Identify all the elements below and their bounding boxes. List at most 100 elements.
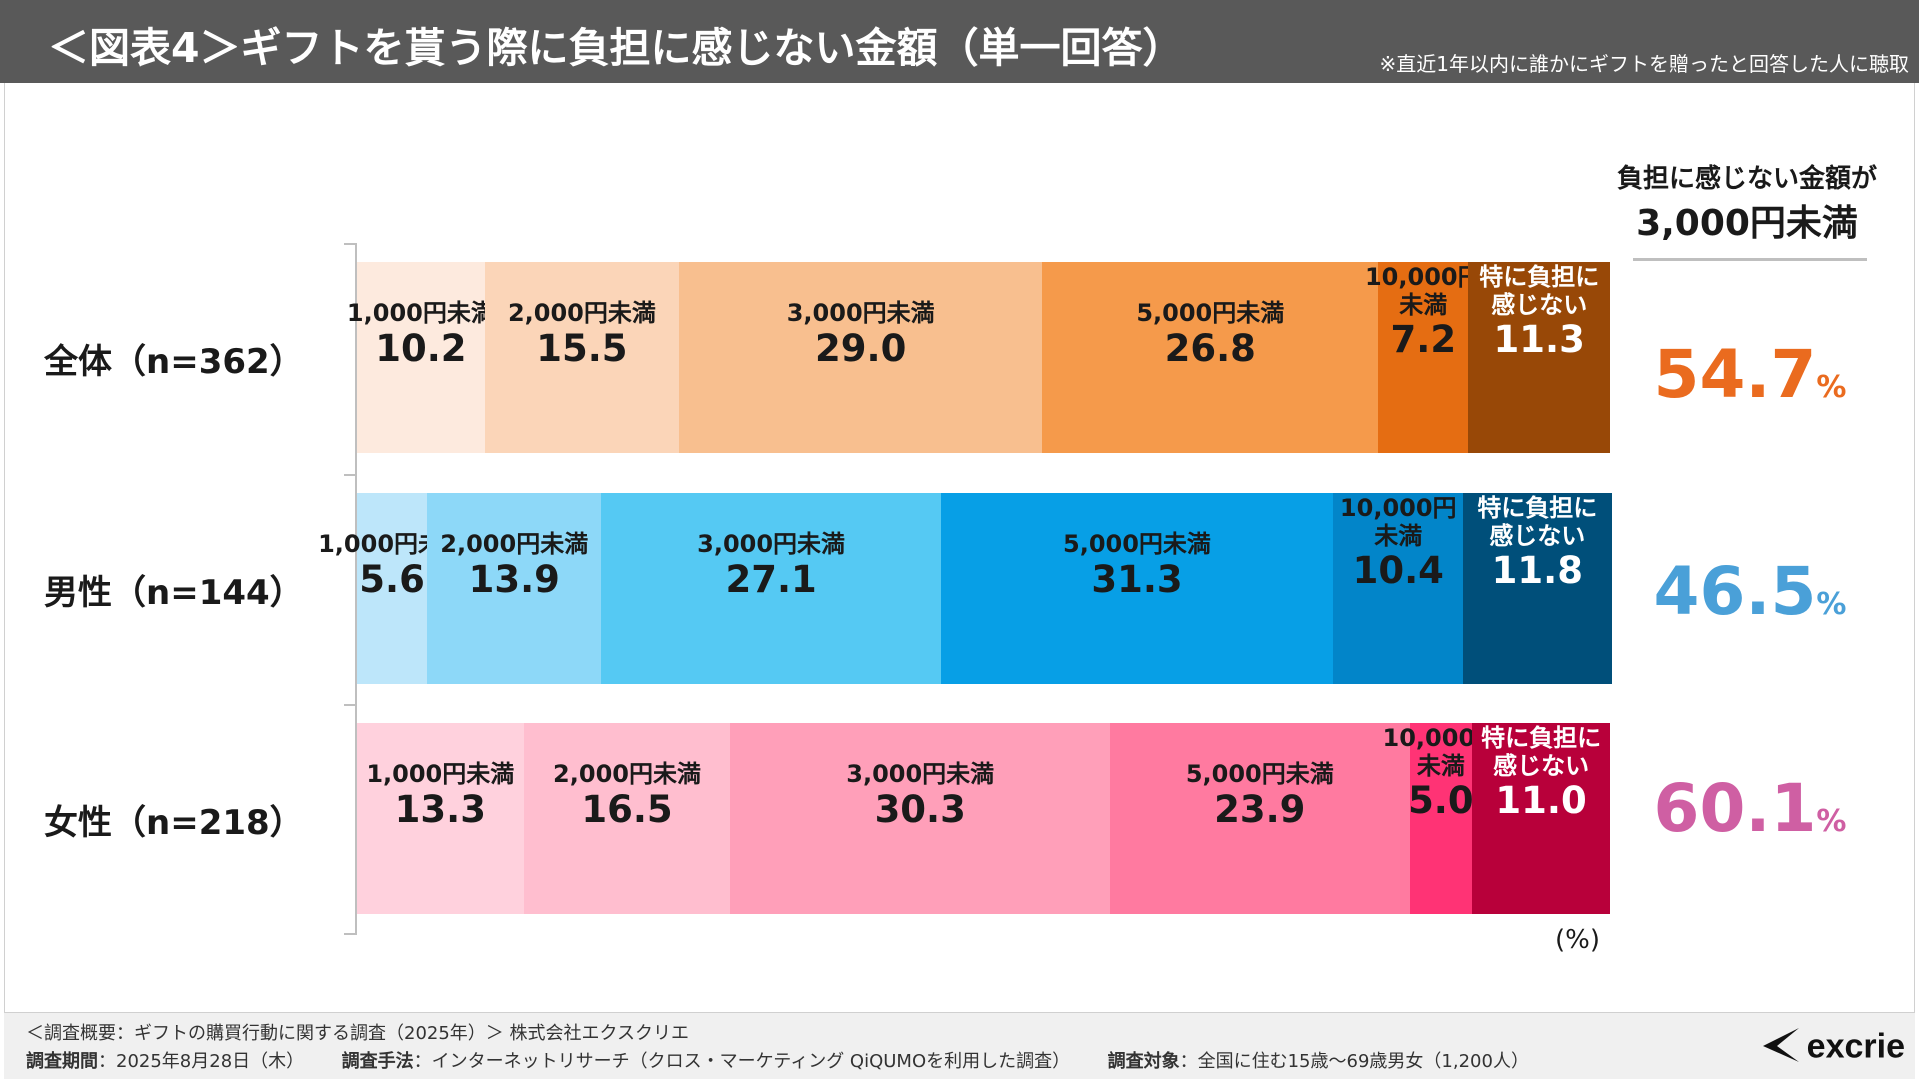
row-label: 女性（n=218） <box>44 802 304 843</box>
bar-segment <box>1468 262 1611 453</box>
segment-category-label: 2,000円未満 <box>553 760 701 788</box>
segment-label: 5,000円未満 23.9 <box>1160 760 1360 831</box>
survey-details: 調査期間：2025年8月28日（木） 調査手法：インターネットリサーチ（クロス・… <box>26 1047 1529 1073</box>
segment-label: 2,000円未満 13.9 <box>414 530 614 601</box>
segment-value-label: 30.3 <box>874 787 966 831</box>
bar-segment <box>601 493 942 684</box>
survey-period-value: ：2025年8月28日（木） <box>98 1051 305 1072</box>
segment-category-label: 1,000円未満 <box>346 299 495 327</box>
segment-label: 1,000円未満 10.2 <box>321 299 521 370</box>
segment-category-label: 特に負担に <box>1479 263 1600 291</box>
segment-category-label: 未満 <box>1399 290 1448 319</box>
segment-label: 5,000円未満 26.8 <box>1110 299 1310 370</box>
segment-category-label: 2,000円未満 <box>507 299 656 327</box>
segment-category-label: 2,000円未満 <box>440 530 589 558</box>
bar-segment <box>1333 493 1464 684</box>
segment-category-label: 感じない <box>1489 521 1586 550</box>
segment-value-label: 15.5 <box>536 326 628 370</box>
bar-segment <box>357 493 428 684</box>
bar-segment <box>1472 723 1611 914</box>
segment-category-label: 10,000円 <box>1339 494 1457 522</box>
bar-segment <box>1378 262 1469 453</box>
segment-category-label: 未満 <box>1416 751 1465 780</box>
segment-label: 3,000円未満 29.0 <box>761 299 961 370</box>
bar-segment <box>523 723 731 914</box>
segment-value-label: 13.9 <box>468 557 560 601</box>
y-axis-tick <box>344 243 355 245</box>
right-heading-line2: 3,000円未満 <box>1636 203 1858 244</box>
segment-value-label: 16.5 <box>581 787 673 831</box>
segment-value-label: 27.1 <box>725 557 817 601</box>
segment-label: 10,000円 未満 7.2 <box>1323 263 1523 362</box>
segment-category-label: 感じない <box>1493 751 1590 780</box>
bar-segment <box>1463 493 1612 684</box>
segment-category-label: 未満 <box>1374 521 1423 550</box>
segment-value-label: 13.3 <box>394 787 486 831</box>
bar-segment <box>1110 723 1410 914</box>
segment-value-label: 11.3 <box>1493 318 1585 362</box>
segment-value-label: 26.8 <box>1164 326 1256 370</box>
survey-method-value: ：インターネットリサーチ（クロス・マーケティング QiQUMOを利用した調査） <box>413 1051 1071 1072</box>
share-unit: % <box>1816 370 1847 405</box>
share-under-3000-male: 46.5% <box>1620 553 1880 630</box>
survey-target-label: 調査対象 <box>1107 1051 1180 1072</box>
share-value: 54.7 <box>1653 336 1817 413</box>
y-axis-line <box>355 243 357 935</box>
segment-value-label: 10.4 <box>1352 549 1444 593</box>
bar-segment <box>1409 723 1473 914</box>
share-under-3000-total: 54.7% <box>1620 336 1880 413</box>
segment-label: 2,000円未満 16.5 <box>527 760 727 831</box>
segment-category-label: 3,000円未満 <box>786 299 935 327</box>
excrie-logo-icon <box>1759 1024 1803 1073</box>
page-title: ＜図表4＞ギフトを貰う際に負担に感じない金額（単一回答） <box>48 24 1184 72</box>
logo-text: excrie <box>1806 1027 1905 1066</box>
segment-category-label: 1,000円未満 <box>366 760 515 788</box>
segment-value-label: 11.0 <box>1495 779 1587 823</box>
segment-label: 特に負担に 感じない 11.3 <box>1439 263 1639 362</box>
segment-category-label: 5,000円未満 <box>1063 530 1211 558</box>
segment-value-label: 23.9 <box>1214 787 1306 831</box>
segment-category-label: 特に負担に <box>1481 724 1602 752</box>
segment-label: 10,000円 未満 10.4 <box>1298 494 1498 593</box>
percent-unit-label: (%) <box>1555 925 1600 955</box>
bar-segment <box>940 493 1334 684</box>
right-heading-divider <box>1633 258 1867 261</box>
bar-segment <box>357 723 525 914</box>
header-bar: ＜図表4＞ギフトを貰う際に負担に感じない金額（単一回答） ※直近1年以内に誰かに… <box>0 0 1919 83</box>
segment-category-label: 特に負担に <box>1477 494 1598 522</box>
bar-segment <box>730 723 1111 914</box>
share-value: 46.5 <box>1653 553 1817 630</box>
segment-label: 特に負担に 感じない 11.8 <box>1437 494 1637 593</box>
bar-segment <box>357 262 486 453</box>
company-logo: excrie <box>1759 1024 1905 1073</box>
segment-category-label: 10,000円 <box>1364 263 1482 291</box>
segment-label: 1,000円未満 13.3 <box>340 760 540 831</box>
share-value: 60.1 <box>1653 770 1817 847</box>
row-label: 男性（n=144） <box>44 572 304 613</box>
survey-overview: ＜調査概要：ギフトの購買行動に関する調査（2025年）＞ 株式会社エクスクリエ <box>26 1023 689 1044</box>
segment-label: 特に負担に 感じない 11.0 <box>1441 724 1641 823</box>
share-unit: % <box>1816 804 1847 839</box>
segment-label: 2,000円未満 15.5 <box>482 299 682 370</box>
segment-value-label: 11.8 <box>1491 549 1583 593</box>
y-axis-tick <box>344 933 355 935</box>
segment-category-label: 5,000円未満 <box>1136 299 1285 327</box>
chart-frame <box>4 83 1915 1013</box>
bar-segment <box>1042 262 1379 453</box>
bar-segment <box>427 493 602 684</box>
segment-category-label: 3,000円未満 <box>846 760 995 788</box>
segment-value-label: 5.0 <box>1408 779 1474 823</box>
segment-label: 5,000円未満 31.3 <box>1037 530 1237 601</box>
right-heading-line1: 負担に感じない金額が <box>1616 164 1877 194</box>
row-label: 全体（n=362） <box>44 341 304 382</box>
bar-segment <box>679 262 1043 453</box>
share-under-3000-female: 60.1% <box>1620 770 1880 847</box>
respondent-note: ※直近1年以内に誰かにギフトを贈ったと回答した人に聴取 <box>1379 52 1909 76</box>
segment-category-label: 感じない <box>1491 290 1588 319</box>
segment-value-label: 5.6 <box>359 557 425 601</box>
segment-value-label: 29.0 <box>815 326 907 370</box>
y-axis-tick <box>344 704 355 706</box>
survey-period-label: 調査期間 <box>26 1051 98 1072</box>
segment-label: 10,000円 未満 5.0 <box>1341 724 1541 823</box>
segment-category-label: 5,000円未満 <box>1185 760 1334 788</box>
